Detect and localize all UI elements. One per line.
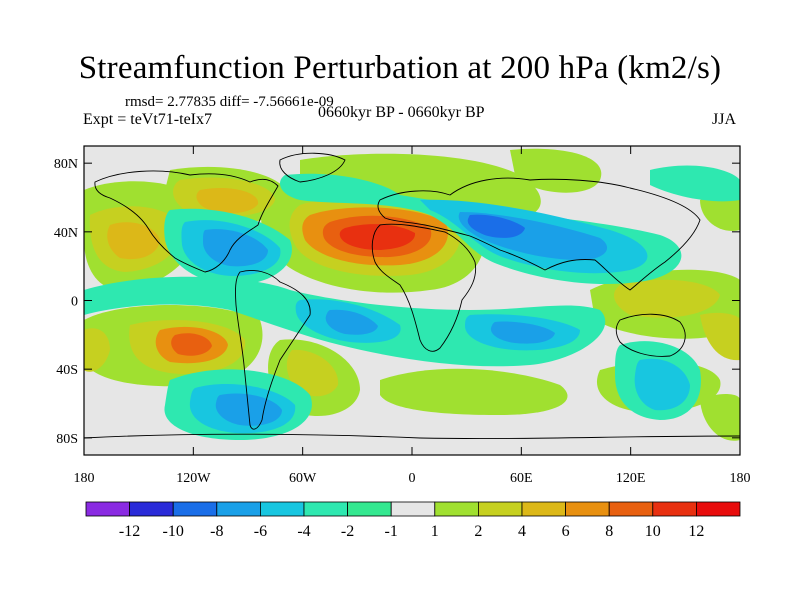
colorbar-swatch: [521, 501, 566, 517]
x-tick-label: 120W: [176, 471, 211, 486]
colorbar-label: 2: [474, 523, 482, 540]
colorbar-label: 6: [562, 523, 570, 540]
south-america-coast: [235, 270, 311, 430]
x-tick-label: 180: [730, 471, 751, 486]
colorbar-label: 8: [605, 523, 613, 540]
colorbar-swatch: [652, 501, 697, 517]
north-america-coast: [94, 170, 279, 273]
colorbar-label: 1: [431, 523, 439, 540]
y-tick-label: 0: [71, 295, 78, 310]
contour-fill: [300, 153, 541, 220]
plot-title: Streamfunction Perturbation at 200 hPa (…: [78, 50, 722, 86]
colorbar-label: -6: [254, 523, 267, 540]
colorbar-swatch: [303, 501, 348, 517]
axis-labels: 180 120W 60W 0 60E 120E 180 80N 40N 0 40S 80S: [54, 157, 751, 486]
contour-fill: [286, 349, 339, 397]
colorbar-label: 12: [688, 523, 704, 540]
colorbar-swatch: [259, 501, 305, 517]
colorbar-swatch: [434, 501, 479, 517]
contour-fill: [171, 333, 212, 356]
x-tick-label: 60W: [289, 471, 317, 486]
axis-ticks: [83, 146, 741, 455]
colorbar-label: -2: [341, 523, 354, 540]
colorbar-swatch: [696, 501, 741, 517]
contour-fill: [634, 358, 690, 411]
contour-fill: [196, 187, 259, 214]
contour-fill: [467, 214, 525, 238]
contour-fill: [84, 328, 110, 372]
contour-fill: [203, 229, 268, 267]
contour-fill: [325, 309, 378, 335]
greenland-coast: [279, 152, 346, 183]
y-tick-label: 40S: [56, 363, 78, 378]
y-tick-label: 40N: [54, 226, 78, 241]
australia-coast: [615, 313, 686, 357]
colorbar-label: -4: [297, 523, 310, 540]
eurasia-coast: [377, 177, 701, 291]
colorbar-label: 10: [645, 523, 661, 540]
contour-fill: [700, 312, 740, 361]
contour-fill: [490, 321, 555, 344]
contour-fill: [510, 148, 602, 193]
colorbar-swatch: [129, 501, 174, 517]
colorbar-label: -12: [119, 523, 140, 540]
colorbar-label: -10: [163, 523, 184, 540]
contour-fill: [614, 279, 720, 318]
period-label: 0660kyr BP - 0660kyr BP: [318, 104, 485, 121]
colorbar-swatch: [216, 501, 261, 517]
contour-fill: [700, 193, 740, 231]
contour-fill: [650, 165, 740, 202]
contour-fill: [380, 368, 568, 415]
y-tick-label: 80N: [54, 157, 78, 172]
x-tick-label: 0: [409, 471, 416, 486]
contour-fill: [339, 224, 416, 250]
africa-coast: [371, 223, 477, 352]
contour-field: [84, 146, 740, 455]
contour-fill: [107, 222, 160, 260]
coastlines: [84, 152, 740, 440]
colorbar-label: -8: [210, 523, 223, 540]
colorbar-swatch: [172, 501, 218, 517]
colorbar-label: -1: [385, 523, 398, 540]
colorbar-swatch: [390, 501, 436, 517]
season-label: JJA: [712, 111, 737, 128]
x-tick-label: 120E: [616, 471, 646, 486]
x-tick-label: 60E: [510, 471, 533, 486]
colorbar: -12 -10 -8 -6 -4 -2 -1 1 2 4 6 8 10 12: [85, 501, 741, 540]
colorbar-swatch: [565, 501, 610, 517]
antarctica-coast: [84, 433, 740, 440]
colorbar-label: 4: [518, 523, 526, 540]
stats-line: rmsd= 2.77835 diff= -7.56661e-09: [125, 94, 334, 110]
y-tick-label: 80S: [56, 432, 78, 447]
x-tick-label: 180: [74, 471, 95, 486]
contour-fill: [700, 394, 740, 441]
colorbar-swatch: [347, 501, 392, 517]
experiment-label: Expt = teVt71-teIx7: [83, 111, 212, 128]
colorbar-swatch: [477, 501, 523, 517]
colorbar-swatch: [85, 501, 130, 517]
colorbar-swatch: [608, 501, 654, 517]
